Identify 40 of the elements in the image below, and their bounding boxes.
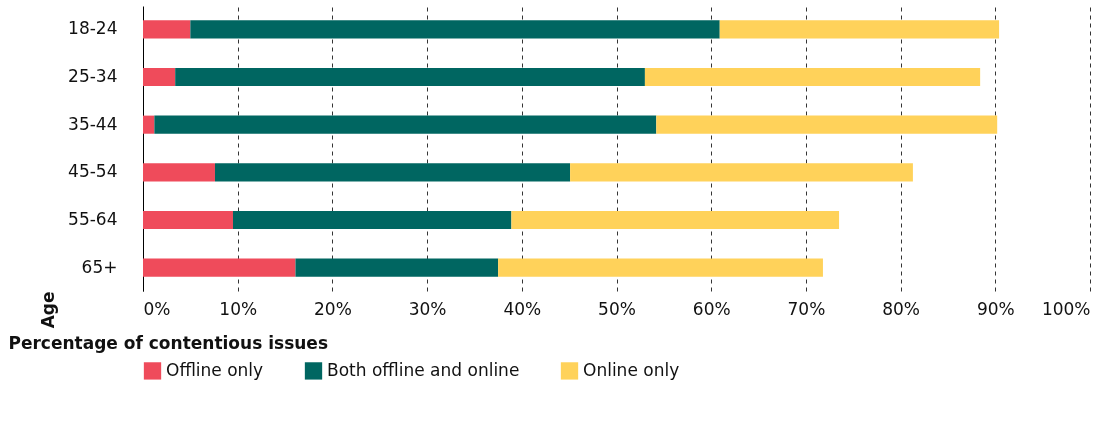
y-tick-label: 45-54 xyxy=(68,161,118,182)
x-tick-label: 10% xyxy=(219,298,258,319)
x-tick-label: 50% xyxy=(598,298,636,319)
x-tick-label: 40% xyxy=(503,298,542,319)
x-tick-label: 60% xyxy=(692,298,731,319)
x-tick-label: 30% xyxy=(408,298,447,319)
bar xyxy=(143,258,296,277)
x-tick-label: 70% xyxy=(787,298,826,319)
y-tick-label: 65+ xyxy=(81,256,118,277)
y-axis-title: Age xyxy=(38,291,59,329)
x-tick-label: 80% xyxy=(882,298,920,319)
bar xyxy=(656,115,998,134)
bar xyxy=(143,20,191,39)
y-tick-label: 55-64 xyxy=(68,208,118,229)
legend-label: Both offline and online xyxy=(327,359,520,380)
legend-label: Offline only xyxy=(166,359,264,380)
bar xyxy=(570,163,913,182)
bar xyxy=(154,115,657,134)
x-tick-label: 90% xyxy=(976,298,1015,319)
bar xyxy=(232,210,512,230)
bar xyxy=(143,67,176,87)
y-tick-label: 25-34 xyxy=(68,66,118,87)
x-tick-label: 0% xyxy=(143,298,171,319)
bar xyxy=(644,67,981,87)
y-tick-label: 18-24 xyxy=(68,18,118,39)
y-tick-label: 35-44 xyxy=(68,113,118,134)
bar xyxy=(175,67,645,87)
bar xyxy=(295,258,499,277)
legend-label: Online only xyxy=(583,359,680,380)
x-tick-label: 20% xyxy=(314,298,352,319)
bar xyxy=(190,20,720,39)
bar xyxy=(143,115,155,134)
bar xyxy=(511,210,840,230)
x-axis-title: Percentage of contentious issues xyxy=(8,332,328,353)
bar xyxy=(214,163,571,182)
bar xyxy=(498,258,823,277)
x-tick-label: 100% xyxy=(1041,298,1091,319)
bar xyxy=(719,20,1000,39)
bar xyxy=(143,210,233,230)
bar xyxy=(143,163,215,182)
